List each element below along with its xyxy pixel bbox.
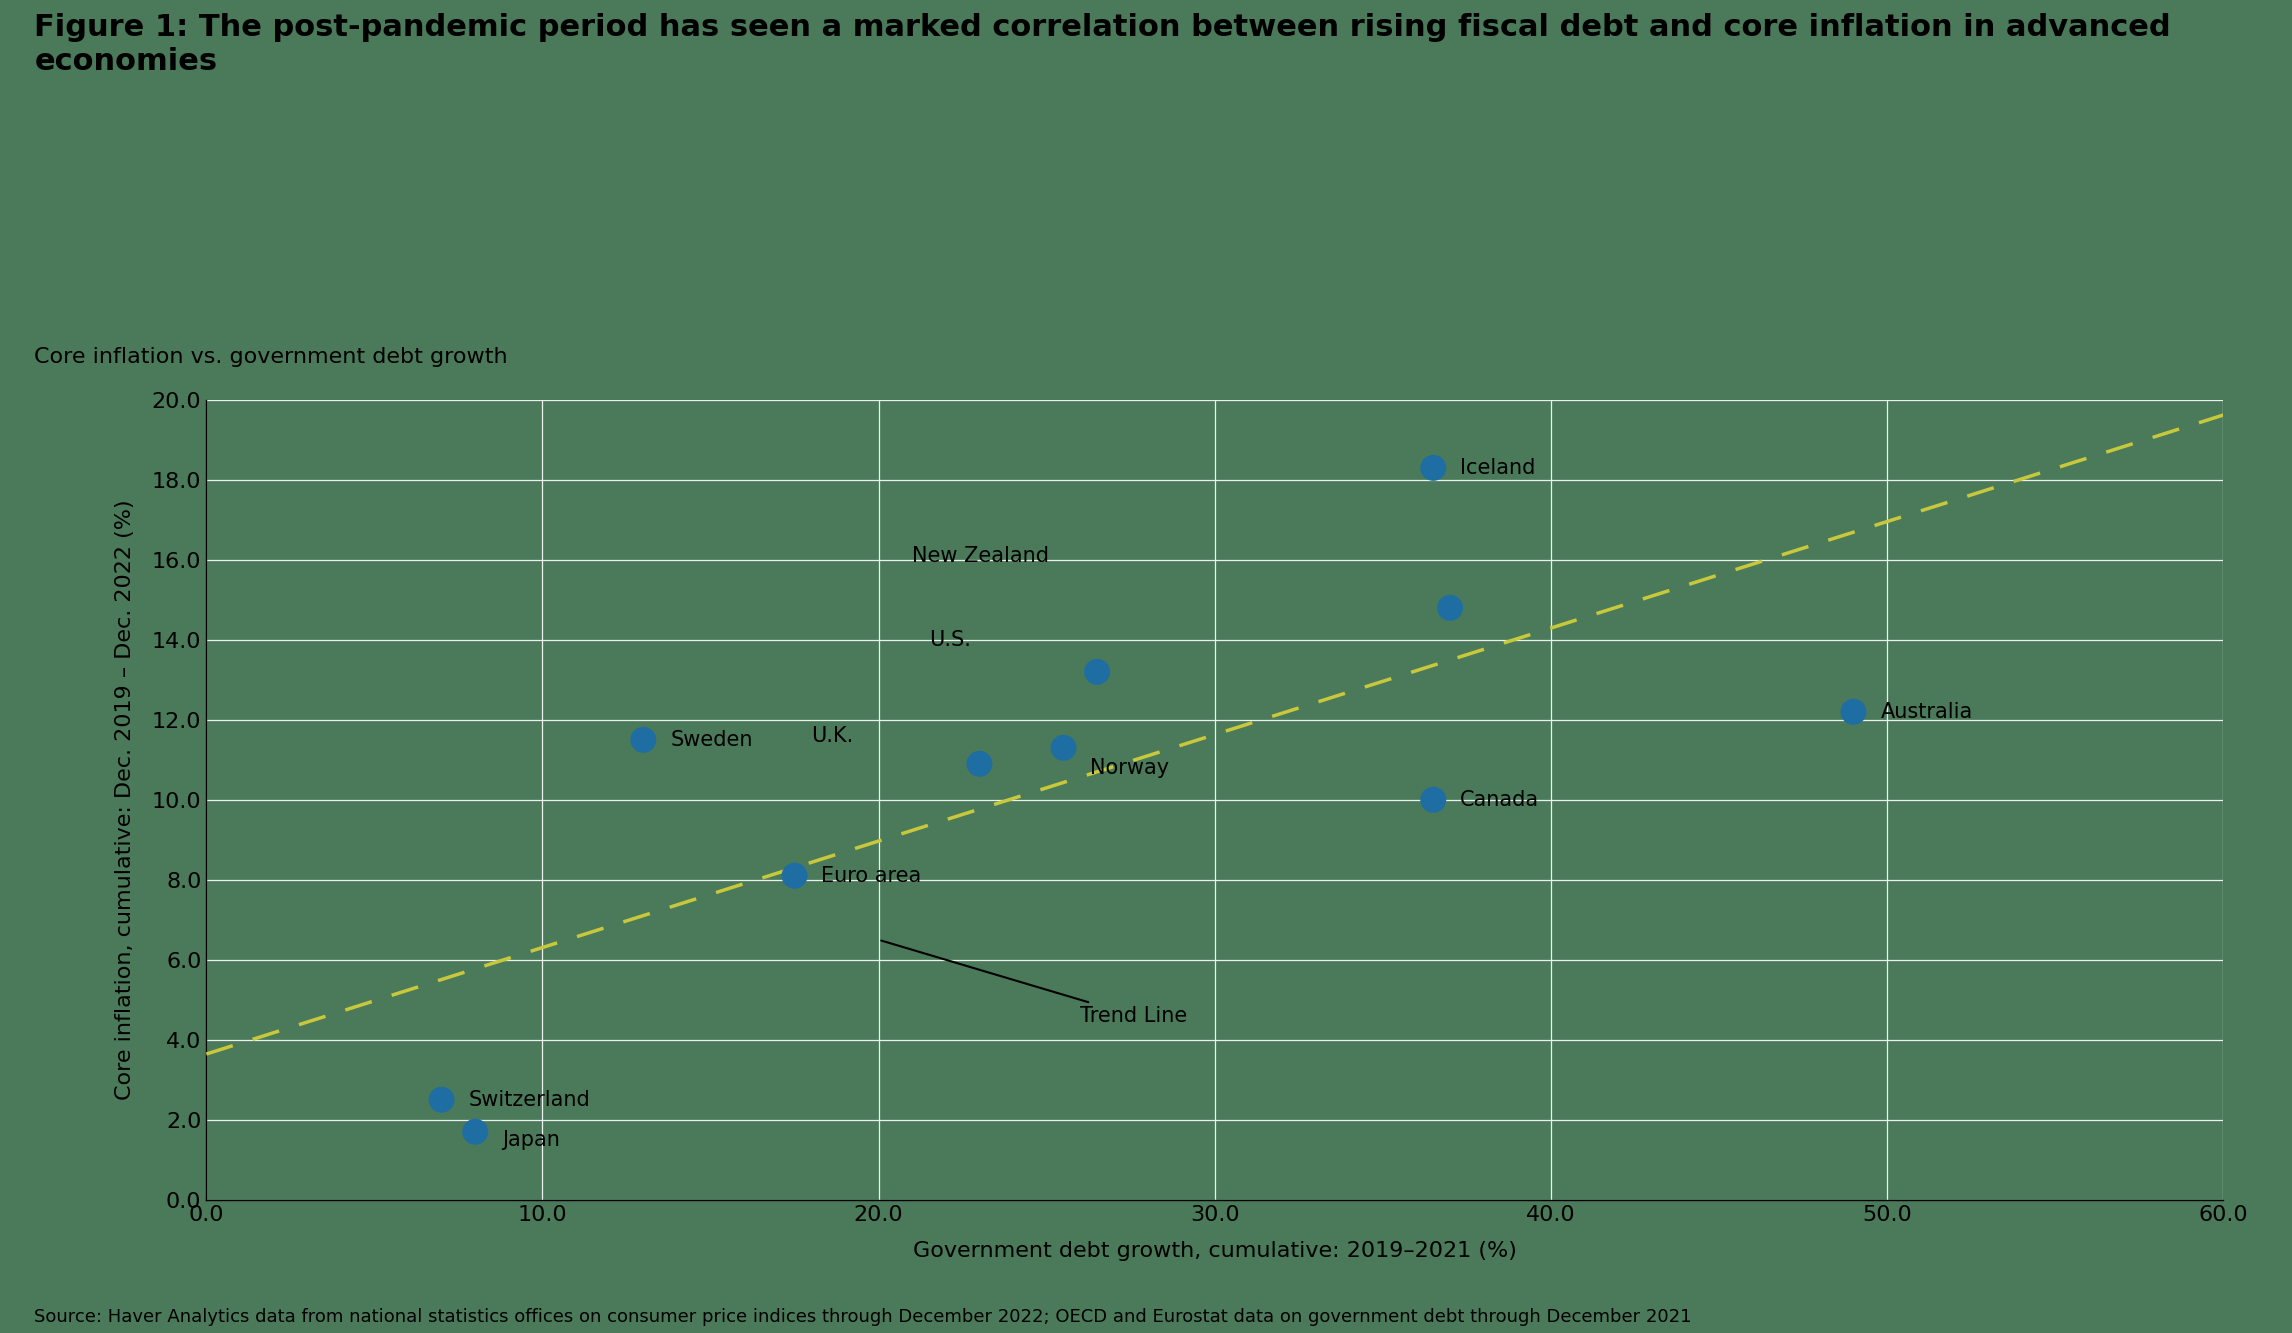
Point	[1836, 701, 1873, 722]
Text: Japan: Japan	[502, 1129, 559, 1150]
Text: Iceland: Iceland	[1460, 457, 1536, 479]
X-axis label: Government debt growth, cumulative: 2019–2021 (%): Government debt growth, cumulative: 2019…	[912, 1241, 1517, 1261]
Text: U.S.: U.S.	[928, 629, 972, 651]
Y-axis label: Core inflation, cumulative: Dec. 2019 – Dec. 2022 (%): Core inflation, cumulative: Dec. 2019 – …	[115, 500, 135, 1100]
Point	[1045, 737, 1082, 758]
Point	[626, 729, 662, 750]
Text: Euro area: Euro area	[821, 865, 921, 886]
Point	[777, 865, 814, 886]
Text: New Zealand: New Zealand	[912, 545, 1050, 567]
Text: Core inflation vs. government debt growth: Core inflation vs. government debt growt…	[34, 347, 509, 367]
Text: Sweden: Sweden	[669, 729, 752, 750]
Point	[1080, 661, 1116, 682]
Text: Switzerland: Switzerland	[468, 1089, 591, 1110]
Point	[456, 1121, 493, 1142]
Text: Australia: Australia	[1879, 701, 1973, 722]
Text: Source: Haver Analytics data from national statistics offices on consumer price : Source: Haver Analytics data from nation…	[34, 1308, 1691, 1326]
Point	[1414, 789, 1451, 810]
Point	[960, 753, 997, 774]
Point	[1414, 457, 1451, 479]
Text: Canada: Canada	[1460, 789, 1540, 810]
Point	[424, 1089, 461, 1110]
Text: Trend Line: Trend Line	[880, 941, 1187, 1026]
Text: Figure 1: The post-pandemic period has seen a marked correlation between rising : Figure 1: The post-pandemic period has s…	[34, 13, 2171, 76]
Text: Norway: Norway	[1091, 757, 1169, 778]
Point	[1432, 597, 1469, 619]
Text: U.K.: U.K.	[811, 725, 853, 746]
